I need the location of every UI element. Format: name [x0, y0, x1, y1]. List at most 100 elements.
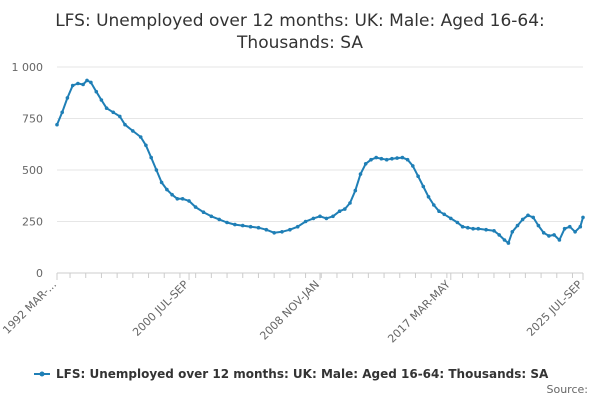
data-point-30[interactable]: [233, 222, 237, 227]
data-point-1[interactable]: [60, 110, 64, 115]
data-point-54[interactable]: [390, 156, 394, 161]
data-point-8[interactable]: [94, 89, 99, 94]
legend[interactable]: LFS: Unemployed over 12 months: UK: Male…: [34, 367, 549, 381]
data-point-73[interactable]: [497, 233, 502, 237]
data-point-71[interactable]: [484, 227, 488, 232]
legend-label: LFS: Unemployed over 12 months: UK: Male…: [56, 367, 549, 381]
data-point-38[interactable]: [295, 224, 300, 229]
data-point-3[interactable]: [70, 83, 75, 88]
data-point-9[interactable]: [99, 98, 104, 102]
data-point-24[interactable]: [187, 199, 191, 203]
data-point-20[interactable]: [165, 187, 169, 192]
data-point-39[interactable]: [303, 219, 308, 224]
data-point-29[interactable]: [225, 220, 229, 225]
data-point-88[interactable]: [573, 230, 577, 234]
data-point-33[interactable]: [256, 225, 261, 230]
data-point-18[interactable]: [154, 168, 159, 172]
data-point-7[interactable]: [89, 80, 93, 85]
data-point-58[interactable]: [411, 164, 415, 168]
data-point-31[interactable]: [240, 223, 245, 228]
data-point-12[interactable]: [118, 114, 122, 119]
data-point-72[interactable]: [492, 229, 496, 233]
data-point-65[interactable]: [449, 216, 453, 221]
data-point-82[interactable]: [541, 231, 546, 235]
data-point-32[interactable]: [248, 224, 253, 229]
data-point-45[interactable]: [343, 207, 347, 211]
data-point-41[interactable]: [318, 214, 322, 219]
data-point-53[interactable]: [384, 157, 389, 162]
data-point-80[interactable]: [531, 215, 535, 220]
chart-title-line-1: LFS: Unemployed over 12 months: UK: Male…: [55, 11, 545, 31]
series-group: [55, 78, 585, 245]
data-point-2[interactable]: [65, 96, 70, 100]
data-point-21[interactable]: [170, 192, 174, 197]
data-point-81[interactable]: [536, 223, 541, 228]
data-point-85[interactable]: [557, 238, 562, 242]
data-point-46[interactable]: [348, 201, 352, 205]
data-point-11[interactable]: [111, 110, 115, 115]
x-tick-label-0: 1992 MAR-...: [0, 278, 59, 337]
data-point-47[interactable]: [353, 188, 358, 193]
data-point-5[interactable]: [81, 82, 85, 87]
data-point-68[interactable]: [466, 225, 470, 230]
y-tick-label-1: 250: [22, 216, 43, 229]
data-point-0[interactable]: [55, 122, 59, 127]
data-point-15[interactable]: [138, 135, 143, 139]
data-point-40[interactable]: [311, 216, 316, 221]
data-point-43[interactable]: [331, 214, 335, 219]
data-point-44[interactable]: [337, 209, 342, 213]
data-point-84[interactable]: [552, 233, 556, 237]
data-point-25[interactable]: [193, 205, 198, 209]
data-point-61[interactable]: [426, 195, 431, 199]
data-point-36[interactable]: [280, 230, 284, 234]
data-point-51[interactable]: [374, 155, 379, 160]
data-point-78[interactable]: [520, 217, 525, 222]
data-point-63[interactable]: [437, 209, 441, 213]
data-point-37[interactable]: [288, 227, 292, 232]
data-point-70[interactable]: [476, 226, 481, 231]
data-point-75[interactable]: [506, 241, 511, 245]
data-point-59[interactable]: [416, 174, 420, 178]
data-point-16[interactable]: [144, 143, 148, 148]
data-point-79[interactable]: [526, 213, 530, 218]
data-point-19[interactable]: [159, 180, 164, 185]
data-point-86[interactable]: [562, 226, 567, 231]
data-point-35[interactable]: [272, 231, 277, 235]
data-point-49[interactable]: [363, 162, 368, 166]
data-point-69[interactable]: [471, 226, 475, 231]
data-point-74[interactable]: [502, 238, 507, 242]
data-point-66[interactable]: [455, 220, 460, 225]
data-point-14[interactable]: [131, 129, 135, 133]
data-point-83[interactable]: [547, 234, 551, 238]
data-point-62[interactable]: [432, 203, 436, 207]
data-point-52[interactable]: [379, 156, 384, 161]
data-point-6[interactable]: [85, 78, 89, 83]
data-point-60[interactable]: [421, 184, 426, 189]
data-point-23[interactable]: [180, 197, 185, 201]
data-point-76[interactable]: [510, 230, 515, 234]
data-point-89[interactable]: [578, 224, 583, 229]
data-point-50[interactable]: [369, 157, 373, 162]
data-point-22[interactable]: [175, 197, 180, 201]
data-point-27[interactable]: [209, 214, 214, 219]
data-point-87[interactable]: [568, 224, 572, 229]
data-point-4[interactable]: [76, 81, 80, 86]
data-point-34[interactable]: [264, 227, 269, 232]
data-point-48[interactable]: [358, 172, 363, 176]
data-point-57[interactable]: [405, 157, 410, 162]
x-tick-label-4: 2025 JUL-SEP: [524, 278, 585, 339]
data-point-17[interactable]: [149, 155, 153, 160]
data-point-10[interactable]: [104, 106, 109, 110]
data-point-90[interactable]: [581, 215, 585, 220]
data-point-28[interactable]: [217, 217, 221, 222]
data-point-56[interactable]: [400, 155, 405, 160]
data-point-64[interactable]: [442, 212, 447, 217]
data-point-55[interactable]: [395, 156, 399, 160]
data-point-13[interactable]: [123, 122, 127, 127]
data-point-26[interactable]: [201, 210, 206, 214]
y-tick-label-0: 0: [36, 267, 43, 280]
data-point-42[interactable]: [324, 216, 329, 221]
data-point-67[interactable]: [460, 224, 465, 229]
data-point-77[interactable]: [515, 223, 520, 228]
